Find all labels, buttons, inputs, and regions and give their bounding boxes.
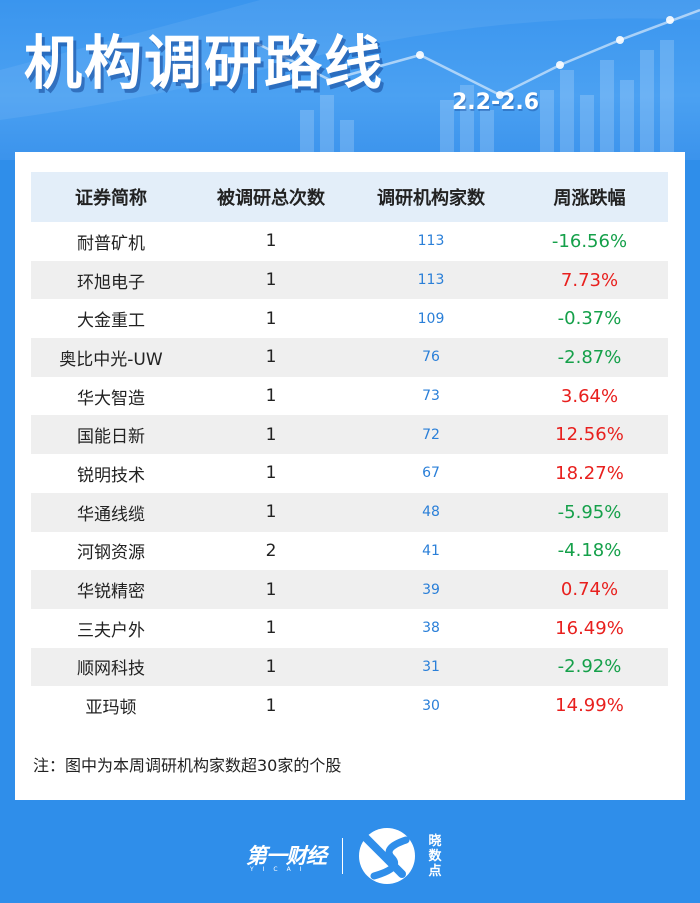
table-row: 大金重工 1 109 -0.37% [31,299,668,338]
cell-institutions: 76 [351,338,511,377]
cell-times: 1 [191,492,351,532]
cell-change: 14.99% [555,695,624,717]
cell-change: 3.64% [560,385,619,407]
cell-name: 三夫户外 [77,620,145,641]
table-row: 亚玛顿 1 30 14.99% [31,686,668,725]
cell-times: 1 [265,308,277,329]
cell-times: 1 [265,386,277,407]
cell-institutions: 113 [351,260,511,300]
cell-change: 7.73% [511,260,668,300]
cell-name: 亚玛顿 [85,698,137,719]
cell-times: 2 [265,540,277,561]
cell-name: 奥比中光-UW [31,338,191,377]
cell-institutions: 73 [422,388,440,405]
cell-institutions: 41 [422,542,440,559]
cell-institutions: 67 [422,465,440,482]
cell-name: 河钢资源 [77,543,145,564]
table-row: 锐明技术 1 67 18.27% [31,454,668,493]
table-row: 三夫户外 1 38 16.49% [31,609,668,648]
cell-change: -2.87% [511,338,668,377]
table-row: 顺网科技 1 31 -2.92% [31,647,668,687]
yicai-logo-sub: YICAI [250,866,311,873]
cell-change: -4.18% [557,540,622,562]
cell-times: 1 [265,618,277,639]
table-header-row: 证券简称 被调研总次数 调研机构家数 周涨跌幅 [31,172,668,222]
yicai-logo: 第一财经 [246,844,327,868]
cell-times: 1 [191,647,351,687]
xiaoshudian-logo-icon [359,828,415,884]
table-row: 河钢资源 2 41 -4.18% [31,532,668,571]
page-title: 机构调研路线 [24,29,385,97]
cell-institutions: 39 [351,570,511,609]
cell-name: 国能日新 [31,415,191,455]
cell-name: 大金重工 [77,311,145,332]
chart-decoration-icon [0,0,700,160]
xiaoshudian-logo-text: 晓数点 [428,834,442,879]
cell-change: 0.74% [511,570,668,609]
table-row: 国能日新 1 72 12.56% [31,415,668,455]
cell-institutions: 31 [351,647,511,687]
date-range: 2.2-2.6 [452,90,540,115]
data-card: 证券简称 被调研总次数 调研机构家数 周涨跌幅 耐普矿机 1 113 -16.56% 环… [15,152,685,800]
table-row: 华通线缆 1 48 -5.95% [31,492,668,532]
column-header-times: 被调研总次数 [191,172,351,222]
cell-name: 华大智造 [77,388,145,409]
cell-times: 1 [265,463,277,484]
cell-name: 锐明技术 [77,465,145,486]
cell-name: 环旭电子 [31,260,191,300]
cell-institutions: 38 [422,620,440,637]
header-banner: 机构调研路线 2.2-2.6 [0,0,700,160]
cell-times: 1 [191,415,351,455]
cell-change: 16.49% [555,617,624,639]
cell-institutions: 113 [417,233,445,250]
cell-change: -2.92% [511,647,668,687]
table-row: 奥比中光-UW 1 76 -2.87% [31,338,668,377]
cell-change: 18.27% [555,462,624,484]
logo-divider [342,838,343,874]
cell-institutions: 48 [351,492,511,532]
cell-institutions: 109 [417,310,445,327]
stock-table: 证券简称 被调研总次数 调研机构家数 周涨跌幅 耐普矿机 1 113 -16.56% 环… [31,172,668,725]
column-header-name: 证券简称 [31,172,191,222]
cell-name: 顺网科技 [31,647,191,687]
cell-name: 华通线缆 [31,492,191,532]
cell-times: 1 [191,260,351,300]
cell-name: 耐普矿机 [77,233,145,254]
cell-change: -16.56% [551,230,628,252]
cell-institutions: 30 [422,697,440,714]
footer-logos: 第一财经 YICAI 晓数点 [246,826,466,886]
table-row: 华大智造 1 73 3.64% [31,377,668,416]
column-header-change: 周涨跌幅 [511,172,668,222]
cell-times: 1 [265,231,277,252]
cell-name: 华锐精密 [31,570,191,609]
cell-times: 1 [191,338,351,377]
cell-institutions: 72 [351,415,511,455]
cell-times: 1 [265,695,277,716]
cell-change: 12.56% [511,415,668,455]
table-row: 华锐精密 1 39 0.74% [31,570,668,609]
column-header-institutions: 调研机构家数 [351,172,511,222]
table-row: 环旭电子 1 113 7.73% [31,260,668,300]
cell-times: 1 [191,570,351,609]
table-row: 耐普矿机 1 113 -16.56% [31,222,668,261]
cell-change: -0.37% [557,308,622,330]
cell-change: -5.95% [511,492,668,532]
footnote: 注：图中为本周调研机构家数超30家的个股 [33,756,342,775]
